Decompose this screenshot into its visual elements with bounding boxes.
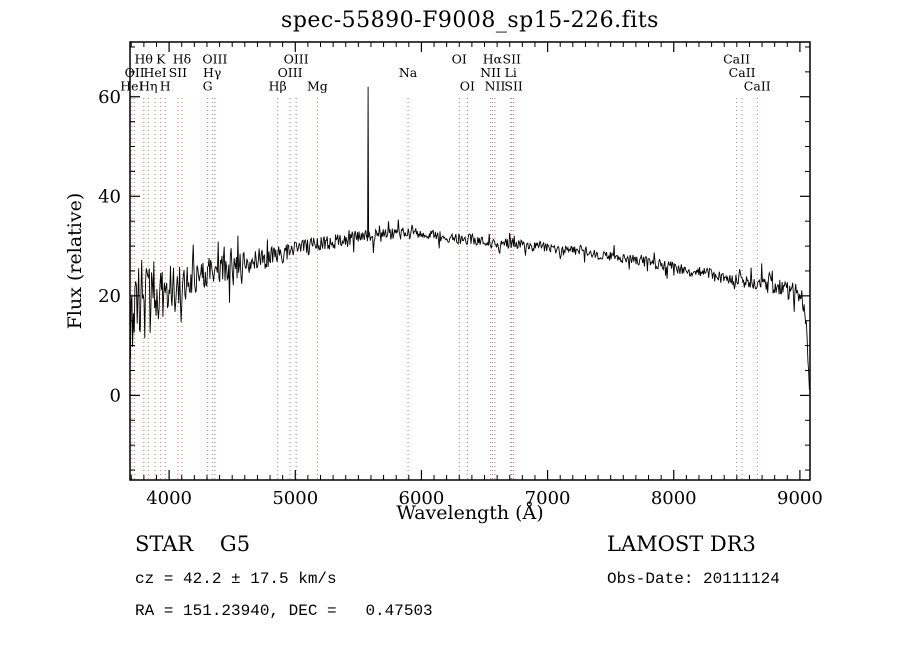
- spectral-line-label: CaII: [723, 52, 750, 67]
- spectral-line-label: NII: [485, 79, 506, 94]
- spectral-line-label: OIII: [284, 52, 309, 67]
- x-tick-label: 6000: [399, 488, 445, 509]
- spectral-line-label: HeI: [143, 65, 166, 80]
- spectral-line-label: OI: [452, 52, 467, 67]
- spectral-line-label: Hβ: [269, 79, 287, 94]
- spectral-line-label: Hθ: [135, 52, 153, 67]
- spectral-line-label: Hα: [483, 52, 503, 67]
- spectral-line-label: CaII: [729, 65, 756, 80]
- ra-dec-value: RA = 151.23940, DEC = 0.47503: [135, 602, 433, 620]
- spectral-line-label: NII: [480, 65, 501, 80]
- spectral-line-label: K: [156, 52, 166, 67]
- spectral-line-label: Mg: [307, 79, 328, 94]
- spectral-line-label: Hγ: [203, 65, 221, 80]
- y-axis-label: Flux (relative): [64, 192, 86, 330]
- plot-title: spec-55890-F9008_sp15-226.fits: [281, 8, 659, 33]
- x-tick-label: 7000: [525, 488, 571, 509]
- x-tick-label: 9000: [777, 488, 823, 509]
- spectral-line-label: SII: [503, 52, 522, 67]
- spectral-line-label: H: [160, 79, 171, 94]
- spectral-line-label: G: [203, 79, 213, 94]
- y-tick-label: 0: [110, 385, 121, 406]
- x-tick-label: 8000: [651, 488, 697, 509]
- spectral-line-label: OIII: [202, 52, 227, 67]
- x-tick-label: 5000: [272, 488, 318, 509]
- spectral-line-label: Li: [505, 65, 517, 80]
- spectral-line-label: CaII: [744, 79, 771, 94]
- spectral-line-label: HeI: [120, 79, 143, 94]
- obs-date: Obs-Date: 20111124: [607, 570, 780, 588]
- y-tick-label: 20: [98, 286, 121, 307]
- survey-name: LAMOST DR3: [607, 532, 756, 556]
- spectral-line-label: Hδ: [173, 52, 191, 67]
- spectral-line-label: SII: [169, 65, 188, 80]
- x-tick-label: 4000: [146, 488, 192, 509]
- spectral-line-label: Na: [399, 65, 418, 80]
- spectrum-trace: [129, 86, 810, 390]
- x-axis-label: Wavelength (Å): [396, 502, 544, 524]
- y-tick-label: 40: [98, 186, 121, 207]
- y-tick-label: 60: [98, 87, 121, 108]
- spectral-line-label: Hη: [139, 79, 157, 94]
- plot-frame: [129, 41, 811, 481]
- spectral-line-label: OI: [460, 79, 475, 94]
- spectral-line-label: OIII: [278, 65, 303, 80]
- object-class-label: STAR G5: [135, 532, 251, 556]
- spectral-line-label: SII: [504, 79, 523, 94]
- cz-value: cz = 42.2 ± 17.5 km/s: [135, 570, 337, 588]
